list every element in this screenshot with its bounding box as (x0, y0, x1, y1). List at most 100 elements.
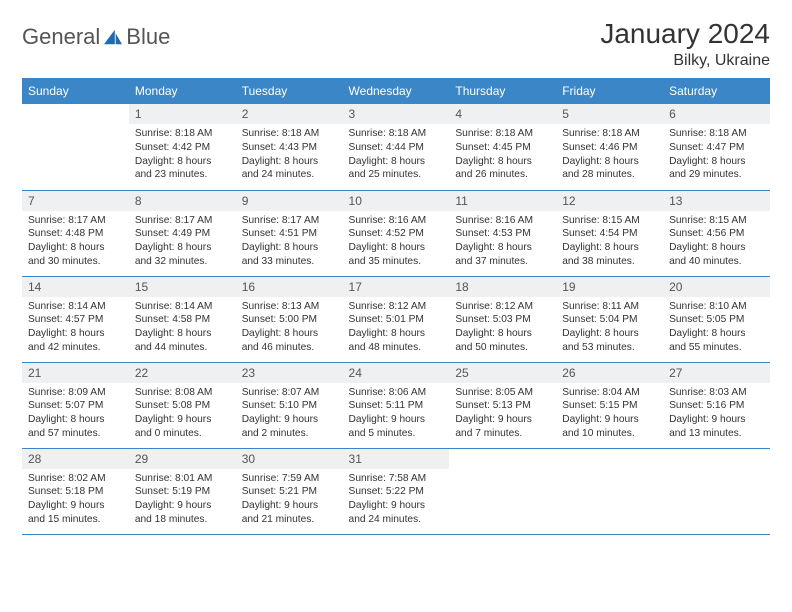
sunrise-text: Sunrise: 8:18 AM (242, 127, 337, 141)
weekday-header-row: SundayMondayTuesdayWednesdayThursdayFrid… (22, 78, 770, 104)
sunset-text: Sunset: 5:11 PM (349, 399, 444, 413)
daylight-text: Daylight: 9 hours (349, 413, 444, 427)
calendar-day-cell: 1Sunrise: 8:18 AMSunset: 4:42 PMDaylight… (129, 104, 236, 190)
daylight-text: Daylight: 8 hours (349, 241, 444, 255)
sunrise-text: Sunrise: 8:08 AM (135, 386, 230, 400)
day-number: 16 (236, 277, 343, 297)
day-details: Sunrise: 8:12 AMSunset: 5:01 PMDaylight:… (343, 297, 450, 361)
weekday-header: Sunday (22, 78, 129, 104)
calendar-day-cell: 21Sunrise: 8:09 AMSunset: 5:07 PMDayligh… (22, 362, 129, 448)
sunrise-text: Sunrise: 7:58 AM (349, 472, 444, 486)
daylight-text: and 35 minutes. (349, 255, 444, 269)
daylight-text: Daylight: 9 hours (135, 499, 230, 513)
day-number: 14 (22, 277, 129, 297)
day-number: 27 (663, 363, 770, 383)
day-number: 21 (22, 363, 129, 383)
calendar-day-cell: 11Sunrise: 8:16 AMSunset: 4:53 PMDayligh… (449, 190, 556, 276)
daylight-text: and 18 minutes. (135, 513, 230, 527)
calendar-day-cell: 19Sunrise: 8:11 AMSunset: 5:04 PMDayligh… (556, 276, 663, 362)
calendar-day-cell: 29Sunrise: 8:01 AMSunset: 5:19 PMDayligh… (129, 448, 236, 534)
sunrise-text: Sunrise: 8:14 AM (135, 300, 230, 314)
sunset-text: Sunset: 4:45 PM (455, 141, 550, 155)
daylight-text: and 5 minutes. (349, 427, 444, 441)
daylight-text: Daylight: 8 hours (455, 327, 550, 341)
sail-icon (102, 28, 124, 46)
day-details: Sunrise: 8:18 AMSunset: 4:46 PMDaylight:… (556, 124, 663, 188)
day-number: 19 (556, 277, 663, 297)
daylight-text: Daylight: 8 hours (349, 327, 444, 341)
daylight-text: and 21 minutes. (242, 513, 337, 527)
calendar-week-row: 7Sunrise: 8:17 AMSunset: 4:48 PMDaylight… (22, 190, 770, 276)
calendar-day-cell: 15Sunrise: 8:14 AMSunset: 4:58 PMDayligh… (129, 276, 236, 362)
daylight-text: Daylight: 9 hours (349, 499, 444, 513)
sunset-text: Sunset: 5:10 PM (242, 399, 337, 413)
calendar-day-cell: 5Sunrise: 8:18 AMSunset: 4:46 PMDaylight… (556, 104, 663, 190)
page-title: January 2024 (600, 18, 770, 50)
sunset-text: Sunset: 4:46 PM (562, 141, 657, 155)
daylight-text: and 32 minutes. (135, 255, 230, 269)
calendar-day-cell: 28Sunrise: 8:02 AMSunset: 5:18 PMDayligh… (22, 448, 129, 534)
calendar-day-cell (663, 448, 770, 534)
sunset-text: Sunset: 5:19 PM (135, 485, 230, 499)
daylight-text: Daylight: 8 hours (669, 241, 764, 255)
day-number: 3 (343, 104, 450, 124)
sunset-text: Sunset: 4:51 PM (242, 227, 337, 241)
calendar-day-cell: 18Sunrise: 8:12 AMSunset: 5:03 PMDayligh… (449, 276, 556, 362)
calendar-day-cell: 7Sunrise: 8:17 AMSunset: 4:48 PMDaylight… (22, 190, 129, 276)
sunrise-text: Sunrise: 8:15 AM (562, 214, 657, 228)
day-details: Sunrise: 8:15 AMSunset: 4:54 PMDaylight:… (556, 211, 663, 275)
day-number: 10 (343, 191, 450, 211)
calendar-day-cell: 27Sunrise: 8:03 AMSunset: 5:16 PMDayligh… (663, 362, 770, 448)
daylight-text: and 25 minutes. (349, 168, 444, 182)
day-details: Sunrise: 8:14 AMSunset: 4:58 PMDaylight:… (129, 297, 236, 361)
sunset-text: Sunset: 5:01 PM (349, 313, 444, 327)
calendar-table: SundayMondayTuesdayWednesdayThursdayFrid… (22, 78, 770, 535)
day-number: 31 (343, 449, 450, 469)
brand-text-1: General (22, 24, 100, 50)
weekday-header: Monday (129, 78, 236, 104)
calendar-day-cell: 10Sunrise: 8:16 AMSunset: 4:52 PMDayligh… (343, 190, 450, 276)
daylight-text: Daylight: 9 hours (455, 413, 550, 427)
sunrise-text: Sunrise: 8:18 AM (562, 127, 657, 141)
day-details: Sunrise: 7:58 AMSunset: 5:22 PMDaylight:… (343, 469, 450, 533)
daylight-text: Daylight: 8 hours (28, 413, 123, 427)
weekday-header: Wednesday (343, 78, 450, 104)
sunrise-text: Sunrise: 8:17 AM (242, 214, 337, 228)
sunset-text: Sunset: 5:15 PM (562, 399, 657, 413)
day-number: 18 (449, 277, 556, 297)
sunrise-text: Sunrise: 8:05 AM (455, 386, 550, 400)
day-number: 15 (129, 277, 236, 297)
calendar-day-cell: 30Sunrise: 7:59 AMSunset: 5:21 PMDayligh… (236, 448, 343, 534)
day-details: Sunrise: 8:10 AMSunset: 5:05 PMDaylight:… (663, 297, 770, 361)
daylight-text: and 48 minutes. (349, 341, 444, 355)
location-label: Bilky, Ukraine (600, 52, 770, 70)
sunset-text: Sunset: 5:04 PM (562, 313, 657, 327)
daylight-text: Daylight: 9 hours (669, 413, 764, 427)
daylight-text: Daylight: 8 hours (455, 241, 550, 255)
day-details: Sunrise: 8:08 AMSunset: 5:08 PMDaylight:… (129, 383, 236, 447)
calendar-day-cell: 23Sunrise: 8:07 AMSunset: 5:10 PMDayligh… (236, 362, 343, 448)
title-block: January 2024 Bilky, Ukraine (600, 18, 770, 70)
daylight-text: Daylight: 8 hours (28, 241, 123, 255)
calendar-day-cell: 6Sunrise: 8:18 AMSunset: 4:47 PMDaylight… (663, 104, 770, 190)
day-details: Sunrise: 8:02 AMSunset: 5:18 PMDaylight:… (22, 469, 129, 533)
daylight-text: Daylight: 8 hours (669, 155, 764, 169)
sunset-text: Sunset: 5:05 PM (669, 313, 764, 327)
daylight-text: Daylight: 8 hours (562, 155, 657, 169)
sunset-text: Sunset: 4:42 PM (135, 141, 230, 155)
day-number: 22 (129, 363, 236, 383)
day-details: Sunrise: 8:18 AMSunset: 4:45 PMDaylight:… (449, 124, 556, 188)
sunrise-text: Sunrise: 8:12 AM (455, 300, 550, 314)
daylight-text: and 42 minutes. (28, 341, 123, 355)
day-number: 28 (22, 449, 129, 469)
sunset-text: Sunset: 4:43 PM (242, 141, 337, 155)
sunset-text: Sunset: 4:54 PM (562, 227, 657, 241)
day-number: 2 (236, 104, 343, 124)
day-details: Sunrise: 8:13 AMSunset: 5:00 PMDaylight:… (236, 297, 343, 361)
sunset-text: Sunset: 4:44 PM (349, 141, 444, 155)
daylight-text: Daylight: 9 hours (562, 413, 657, 427)
weekday-header: Saturday (663, 78, 770, 104)
day-details: Sunrise: 8:01 AMSunset: 5:19 PMDaylight:… (129, 469, 236, 533)
calendar-day-cell (556, 448, 663, 534)
sunrise-text: Sunrise: 8:15 AM (669, 214, 764, 228)
